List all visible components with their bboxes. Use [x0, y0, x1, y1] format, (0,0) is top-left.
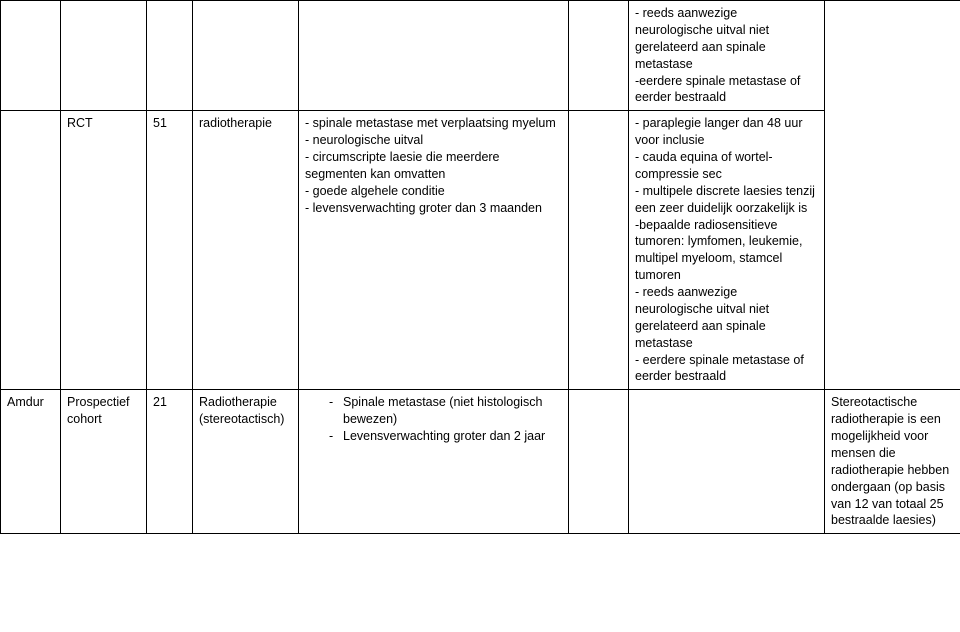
cell-inclusion: - spinale metastase met verplaatsing mye…	[299, 111, 569, 390]
cell-author	[1, 111, 61, 390]
cell-outcome	[825, 1, 960, 390]
cell-intervention	[193, 1, 299, 111]
cell-inclusion: - Spinale metastase (niet histologisch b…	[299, 390, 569, 534]
list-item-text: Spinale metastase (niet histologisch bew…	[343, 394, 562, 428]
table-row: Amdur Prospectief cohort 21 Radiotherapi…	[1, 390, 960, 534]
cell-extra	[569, 390, 629, 534]
cell-extra	[569, 111, 629, 390]
cell-exclusion: - reeds aanwezige neurologische uitval n…	[629, 1, 825, 111]
cell-n: 21	[147, 390, 193, 534]
list-item: - Levensverwachting groter dan 2 jaar	[329, 428, 562, 445]
dash-icon: -	[329, 428, 343, 445]
cell-exclusion	[629, 390, 825, 534]
list-item: - Spinale metastase (niet histologisch b…	[329, 394, 562, 428]
cell-outcome: Stereotactische radiotherapie is een mog…	[825, 390, 960, 534]
cell-inclusion	[299, 1, 569, 111]
cell-n: 51	[147, 111, 193, 390]
cell-intervention: Radiotherapie (stereotactisch)	[193, 390, 299, 534]
cell-design	[61, 1, 147, 111]
cell-extra	[569, 1, 629, 111]
cell-exclusion: - paraplegie langer dan 48 uur voor incl…	[629, 111, 825, 390]
cell-intervention: radiotherapie	[193, 111, 299, 390]
evidence-table: - reeds aanwezige neurologische uitval n…	[0, 0, 960, 534]
cell-author: Amdur	[1, 390, 61, 534]
list-item-text: Levensverwachting groter dan 2 jaar	[343, 428, 562, 445]
cell-design: Prospectief cohort	[61, 390, 147, 534]
table-row: - reeds aanwezige neurologische uitval n…	[1, 1, 960, 111]
table-row: RCT 51 radiotherapie - spinale metastase…	[1, 111, 960, 390]
dash-icon: -	[329, 394, 343, 428]
cell-author	[1, 1, 61, 111]
cell-n	[147, 1, 193, 111]
cell-design: RCT	[61, 111, 147, 390]
